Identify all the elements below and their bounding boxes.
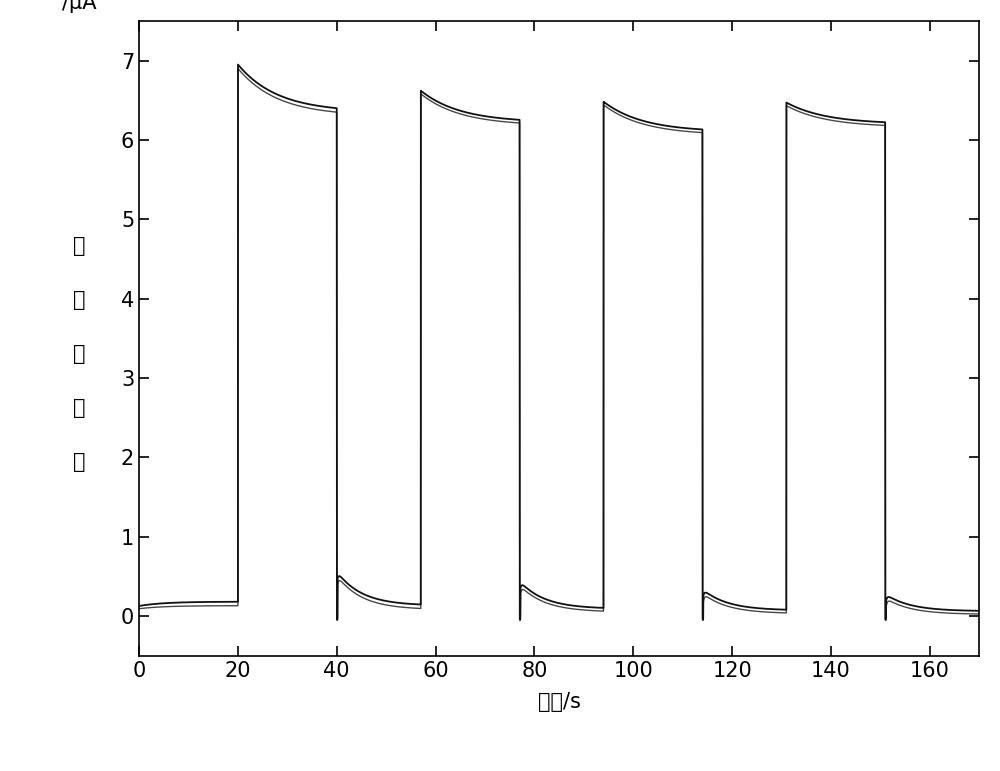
Text: 可: 可 bbox=[73, 236, 85, 256]
Text: 电: 电 bbox=[73, 398, 85, 418]
Text: 见: 见 bbox=[73, 290, 85, 310]
Text: /μA: /μA bbox=[62, 0, 96, 13]
X-axis label: 时间/s: 时间/s bbox=[538, 692, 581, 712]
Text: 光: 光 bbox=[73, 344, 85, 364]
Text: 流: 流 bbox=[73, 452, 85, 472]
